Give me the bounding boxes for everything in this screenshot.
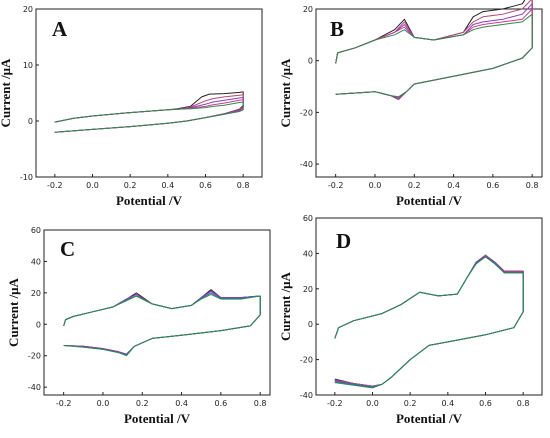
y-tick-label-a: 0	[28, 117, 33, 126]
x-tick-label-a: -0.2	[47, 181, 63, 190]
y-axis-label-b: Current /μA	[278, 58, 293, 127]
x-tick-label-b: -0.2	[328, 181, 344, 190]
x-tick-label-d: 0.0	[366, 399, 379, 408]
cv-curve-b-5	[335, 13, 533, 98]
cv-curve-d-1	[334, 254, 524, 387]
y-tick-label-d: 40	[303, 249, 313, 258]
x-tick-label-c: 0.6	[215, 399, 228, 408]
panel-b: -0.2 0.0 0.2 0.4 0.6 0.8 -40 -20 0 20 Potential /V…	[278, 0, 543, 208]
cv-curve-b-4	[335, 8, 533, 98]
y-tick-label-b: -40	[300, 160, 313, 169]
panel-label-a: A	[52, 17, 68, 41]
plot-frame-b	[315, 8, 543, 178]
x-tick-label-b: 0.4	[447, 181, 460, 190]
cv-curve-d-5	[334, 256, 524, 389]
cv-curve-c-4	[63, 292, 261, 356]
cv-curve-a-5	[54, 101, 244, 133]
y-tick-label-c: 40	[31, 257, 41, 266]
x-tick-label-c: 0.2	[136, 399, 149, 408]
y-tick-label-d: -20	[300, 356, 313, 365]
panel-a: -0.2 0.0 0.2 0.4 0.6 0.8 -10 0 10 20 Potential /V C…	[0, 5, 263, 208]
y-tick-label-d: 0	[308, 320, 313, 329]
x-tick-label-d: 0.6	[479, 399, 492, 408]
plot-frame-c	[43, 229, 271, 396]
panel-label-c: C	[60, 237, 75, 261]
cv-curve-d-3	[334, 255, 524, 388]
x-tick-label-b: 0.6	[487, 181, 500, 190]
x-tick-label-d: -0.2	[327, 399, 343, 408]
plot-frame-a	[35, 8, 263, 178]
y-tick-label-a: 10	[23, 61, 33, 70]
x-tick-label-b: 0.8	[526, 181, 539, 190]
x-tick-label-a: 0.4	[161, 181, 174, 190]
cv-curve-b-3	[335, 3, 533, 99]
x-tick-label-b: 0.2	[408, 181, 421, 190]
x-tick-label-a: 0.6	[199, 181, 212, 190]
y-axis-label-c: Current /μA	[6, 277, 21, 346]
y-axis-label-a: Current /μA	[0, 58, 13, 127]
cv-curve-d-4	[334, 256, 524, 388]
x-tick-label-a: 0.2	[124, 181, 137, 190]
y-tick-label-c: -40	[28, 383, 41, 392]
cv-curve-a-3	[54, 97, 244, 133]
x-tick-label-b: 0.0	[369, 181, 382, 190]
x-tick-label-c: -0.2	[56, 399, 72, 408]
x-axis-label-a: Potential /V	[116, 193, 183, 208]
y-tick-label-c: 60	[31, 226, 41, 235]
panel-c: -0.2 0.0 0.2 0.4 0.6 0.8 -40 -20 0 20 40 60 Potentia…	[6, 226, 271, 426]
x-tick-label-d: 0.8	[517, 399, 530, 408]
cv-curve-c-5	[63, 293, 261, 357]
y-tick-label-c: 20	[31, 289, 41, 298]
y-axis-label-d: Current /μA	[278, 271, 293, 340]
y-tick-label-a: -10	[20, 173, 33, 182]
panel-label-b: B	[330, 17, 344, 41]
y-tick-label-b: 20	[303, 5, 313, 14]
x-axis-label-d: Potential /V	[396, 411, 463, 426]
cv-curve-c-3	[63, 290, 261, 355]
panel-d: -0.2 0.0 0.2 0.4 0.6 0.8 -40 -20 0 20 40 60 Potentia…	[278, 214, 543, 426]
x-tick-label-c: 0.8	[254, 399, 267, 408]
y-tick-label-a: 20	[23, 5, 33, 14]
x-tick-label-d: 0.4	[441, 399, 454, 408]
x-tick-label-d: 0.2	[404, 399, 417, 408]
y-tick-label-d: -40	[300, 391, 313, 400]
cv-curve-b-1	[335, 0, 533, 100]
y-tick-label-b: 0	[308, 57, 313, 66]
cv-curve-c-2	[63, 290, 261, 355]
x-axis-label-b: Potential /V	[396, 193, 463, 208]
y-tick-label-c: 0	[36, 320, 41, 329]
y-tick-label-d: 60	[303, 214, 313, 223]
x-tick-label-a: 0.0	[86, 181, 99, 190]
cv-curve-d-2	[334, 254, 524, 387]
y-tick-label-b: -20	[300, 108, 313, 117]
plot-frame-d	[315, 217, 543, 396]
x-tick-label-c: 0.4	[175, 399, 188, 408]
y-tick-label-d: 20	[303, 285, 313, 294]
y-tick-label-c: -20	[28, 352, 41, 361]
panel-label-d: D	[336, 229, 351, 253]
x-tick-label-c: 0.0	[97, 399, 110, 408]
cv-curve-a-2	[54, 94, 244, 133]
x-tick-label-a: 0.8	[237, 181, 250, 190]
x-axis-label-c: Potential /V	[124, 411, 191, 426]
cv-curve-b-2	[335, 0, 533, 100]
